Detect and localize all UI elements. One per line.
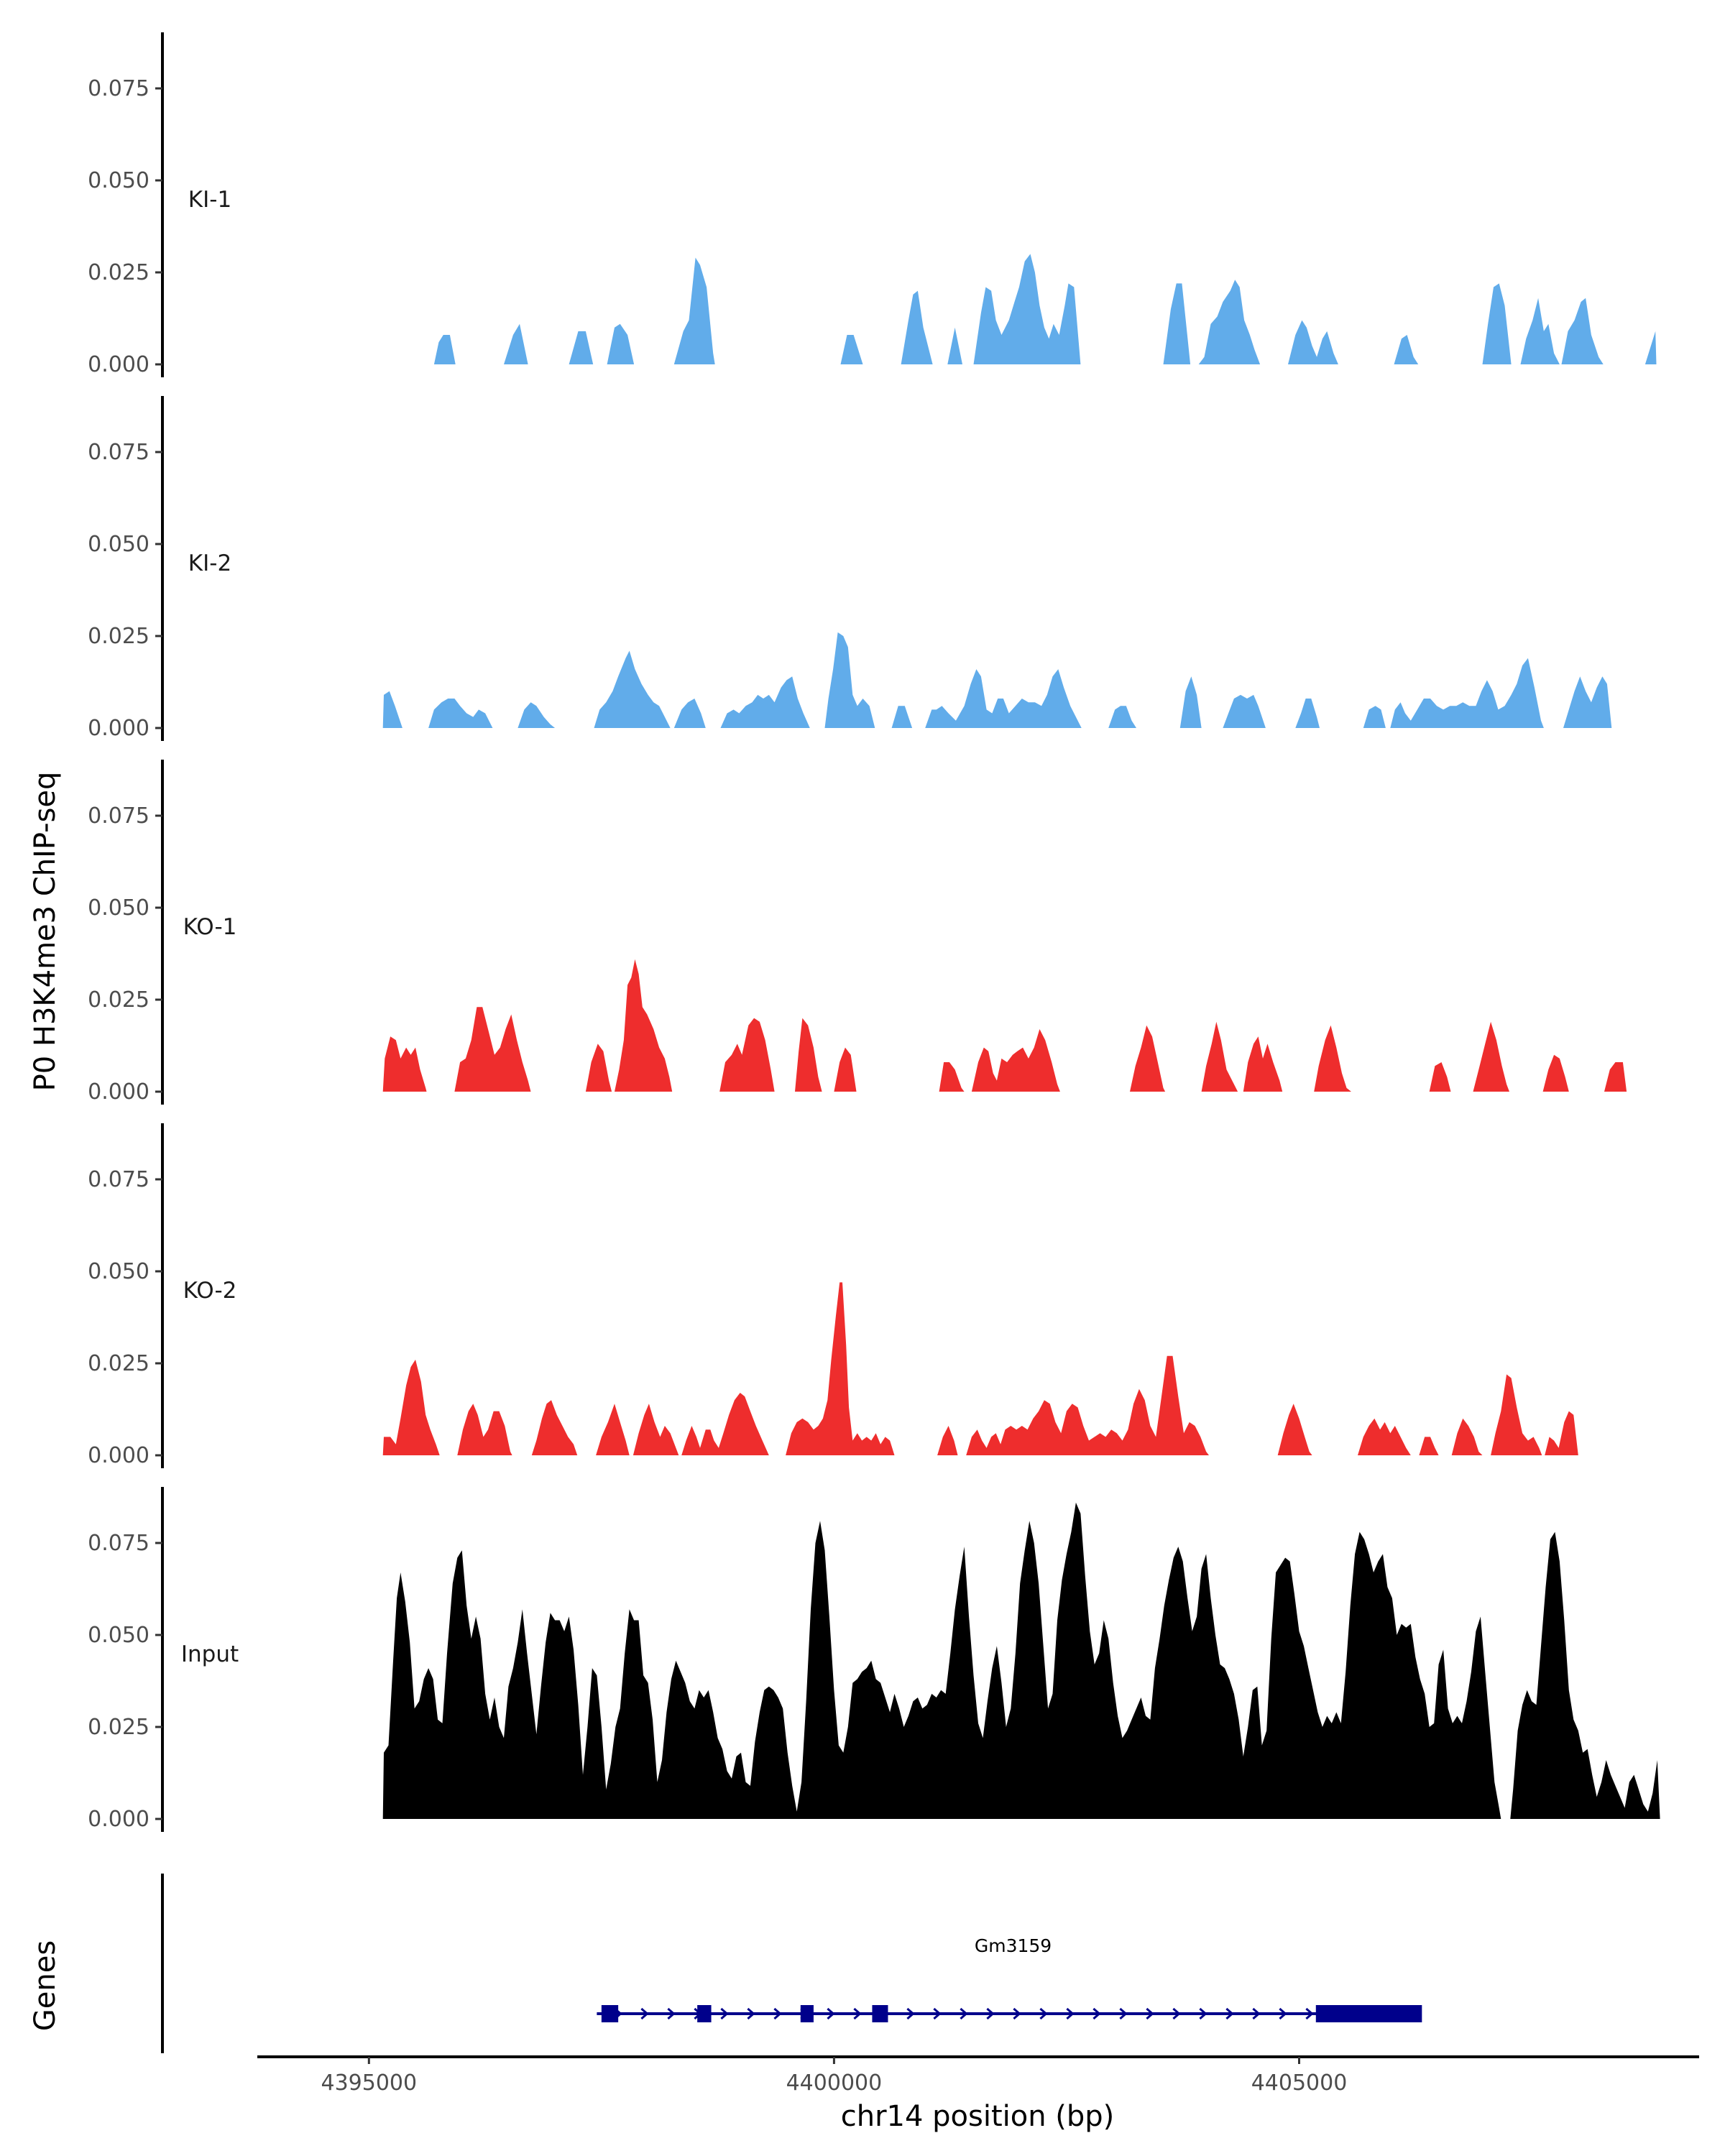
strand-chevron [1013, 2007, 1021, 2020]
y-tick-label: 0.075 [88, 440, 150, 465]
signal-area [382, 1502, 1660, 1819]
y-tick-label: 0.000 [88, 1079, 150, 1105]
track-ki-1: 0.000 0.025 0.050 0.075 KI-1 [88, 32, 1657, 377]
strand-chevron [906, 2007, 915, 2020]
y-tick-label: 0.050 [88, 895, 150, 921]
y-tick-label: 0.025 [88, 260, 150, 285]
strand-chevron [747, 2007, 755, 2020]
track-input: 0.000 0.025 0.050 0.075 Input [88, 1487, 1660, 1832]
track-ko-2: 0.000 0.025 0.050 0.075 KO-2 [88, 1123, 1578, 1468]
genes-axis-title: Genes [29, 1940, 62, 2031]
strand-chevron [933, 2007, 942, 2020]
track-label: KO-1 [183, 914, 237, 940]
strand-chevron [1146, 2007, 1154, 2020]
strand-chevron [827, 2007, 835, 2020]
y-axis-title: P0 H3K4me3 ChIP-seq [29, 772, 62, 1092]
strand-chevron [1172, 2007, 1181, 2020]
exon-block [697, 2005, 712, 2022]
strand-chevron [773, 2007, 782, 2020]
track-ki-2: 0.000 0.025 0.050 0.075 KI-2 [88, 396, 1614, 741]
y-tick-label: 0.025 [88, 624, 150, 649]
y-tick-label: 0.025 [88, 1351, 150, 1376]
exon-block [601, 2005, 619, 2022]
track-label: KO-2 [183, 1278, 237, 1304]
strand-chevron [640, 2007, 649, 2020]
strand-chevron [667, 2007, 676, 2020]
track-label: Input [181, 1641, 239, 1667]
x-tick-label: 4405000 [1251, 2070, 1348, 2096]
x-axis-title: chr14 position (bp) [841, 2100, 1115, 2133]
y-tick-label: 0.000 [88, 716, 150, 741]
strand-chevron [1252, 2007, 1261, 2020]
strand-chevron [1119, 2007, 1128, 2020]
x-axis: 4395000 4400000 4405000 [257, 2055, 1699, 2096]
strand-chevron [1305, 2007, 1314, 2020]
x-tick-label: 4395000 [321, 2070, 417, 2096]
y-tick-label: 0.050 [88, 532, 150, 557]
strand-chevron [1039, 2007, 1048, 2020]
strand-chevron [986, 2007, 995, 2020]
strand-chevron [1092, 2007, 1101, 2020]
y-tick-label: 0.050 [88, 1259, 150, 1284]
strand-chevron [1225, 2007, 1234, 2020]
exon-block [872, 2005, 888, 2022]
strand-chevron [853, 2007, 862, 2020]
signal-area [382, 1282, 1578, 1455]
y-tick-label: 0.000 [88, 1443, 150, 1468]
exon-block [800, 2005, 814, 2022]
track-ko-1: 0.000 0.025 0.050 0.075 KO-1 [88, 760, 1631, 1105]
y-tick-label: 0.000 [88, 1807, 150, 1832]
signal-area [382, 632, 1614, 728]
y-tick-label: 0.025 [88, 987, 150, 1013]
track-label: KI-2 [188, 550, 231, 576]
track-panels: 0.0000.0250.0500.075KI-10.0000.0250.0500… [88, 32, 1660, 1832]
gene-panel: Gm3159 [161, 1874, 1422, 2053]
signal-area [382, 959, 1631, 1092]
strand-chevron [960, 2007, 968, 2020]
signal-area [433, 254, 1657, 364]
strand-chevron [1066, 2007, 1075, 2020]
y-tick-label: 0.075 [88, 1167, 150, 1192]
y-tick-label: 0.050 [88, 1623, 150, 1648]
y-tick-label: 0.025 [88, 1715, 150, 1740]
y-tick-label: 0.075 [88, 803, 150, 829]
exon-block [1315, 2005, 1422, 2022]
gene-name-label: Gm3159 [975, 1935, 1052, 1956]
strand-chevron [1199, 2007, 1208, 2020]
y-tick-label: 0.075 [88, 1531, 150, 1556]
y-tick-label: 0.050 [88, 168, 150, 193]
track-label: KI-1 [188, 187, 231, 213]
y-tick-label: 0.000 [88, 352, 150, 377]
strand-chevron [1279, 2007, 1287, 2020]
x-tick-label: 4400000 [786, 2070, 883, 2096]
strand-chevron [720, 2007, 729, 2020]
y-tick-label: 0.075 [88, 76, 150, 101]
